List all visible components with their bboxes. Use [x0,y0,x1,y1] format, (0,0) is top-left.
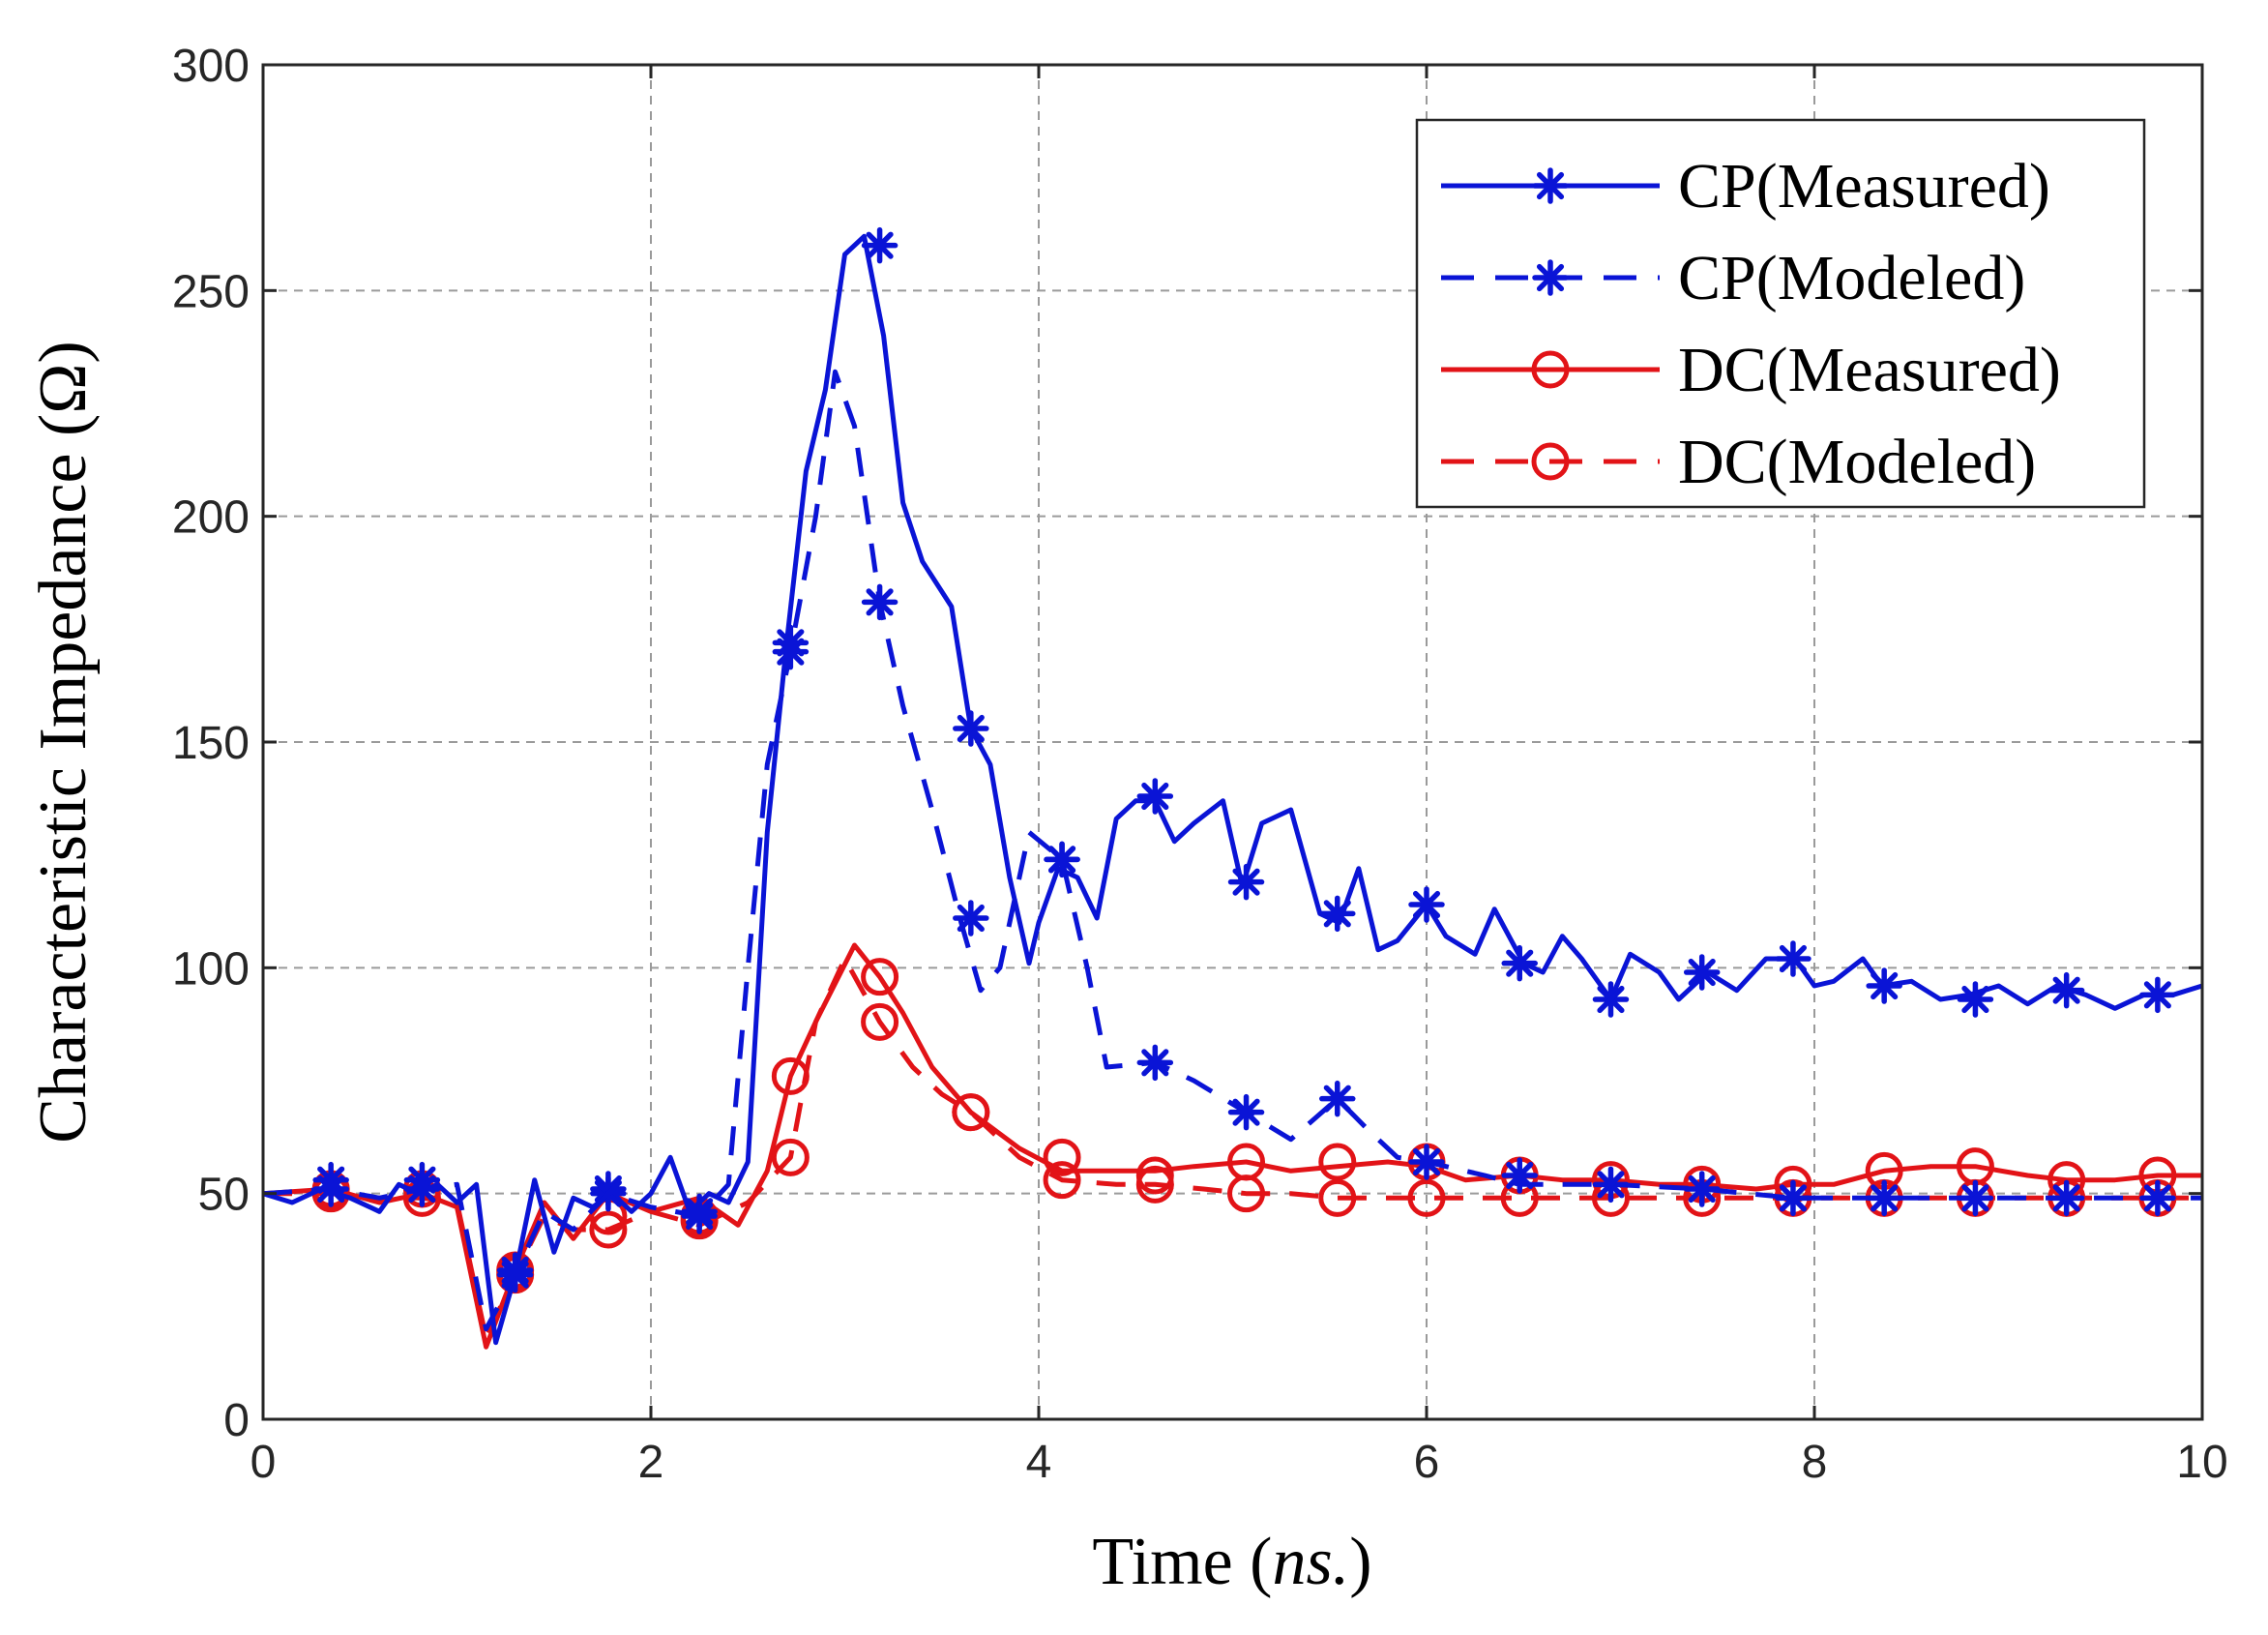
y-tick-label: 250 [172,266,250,317]
legend-marker-sample [1532,167,1569,204]
data-point-cp-modeled [1957,1179,1994,1217]
x-tick-label: 10 [2176,1437,2227,1488]
legend-label: CP(Measured) [1678,151,2050,222]
data-point-cp-modeled [1408,1144,1445,1180]
legend-marker-sample [1531,350,1570,389]
data-point-cp-modeled [953,900,989,936]
series-line-cp-modeled [262,369,2202,1332]
x-axis-label-close: ) [1349,1525,1371,1599]
data-point-dc-modeled [952,1093,990,1132]
data-point-cp-measured [1136,778,1174,815]
data-point-dc-measured [861,958,899,996]
series-cp-measured [262,226,2203,1346]
data-point-cp-measured [1775,940,1811,977]
data-point-cp-modeled [1683,1171,1721,1207]
series-layer [262,226,2203,1350]
data-point-dc-modeled [1043,1161,1081,1200]
legend-label: DC(Measured) [1678,335,2061,405]
data-point-cp-modeled [590,1174,627,1212]
x-tick-label: 0 [250,1437,277,1488]
y-axis-label: Characteristic Impedance (Ω) [26,341,101,1143]
legend-entry-cp-measured: CP(Measured) [1441,151,2050,222]
data-point-cp-measured [1957,981,1994,1018]
data-point-cp-measured [953,710,989,747]
data-point-cp-modeled [1319,1080,1356,1117]
data-point-cp-measured [1592,981,1630,1018]
x-tick-label: 8 [1802,1437,1828,1488]
data-point-cp-measured [861,226,898,264]
x-axis-label: Time (ns.) [1092,1525,1371,1599]
data-point-cp-modeled [1592,1166,1630,1204]
legend-entry-dc-modeled: DC(Modeled) [1441,427,2036,497]
data-point-cp-modeled [861,583,898,621]
data-point-cp-measured [1319,895,1356,933]
data-point-cp-modeled [1501,1157,1538,1194]
data-point-cp-modeled [1227,1093,1265,1131]
data-point-dc-modeled [771,1138,810,1176]
data-point-dc-modeled [1135,1165,1174,1204]
data-point-cp-modeled [772,633,810,670]
data-point-cp-modeled [2139,1179,2176,1217]
data-point-cp-measured [1683,954,1721,991]
x-tick-label: 4 [1026,1437,1052,1488]
legend-entry-cp-modeled: CP(Modeled) [1441,243,2025,313]
data-point-cp-measured [1408,886,1445,923]
data-point-dc-modeled [589,1210,628,1249]
data-point-dc-modeled [861,1002,899,1041]
y-tick-label: 100 [172,943,250,995]
data-point-cp-modeled [1866,1179,1902,1217]
legend-label: CP(Modeled) [1678,243,2025,313]
legend: CP(Measured) CP(Modeled) DC(Measured) DC(Mo… [1415,118,2146,509]
x-axis-label-main: Time ( [1092,1525,1272,1599]
data-point-cp-modeled [1775,1179,1811,1217]
legend-label: DC(Modeled) [1678,427,2036,497]
series-cp-modeled [262,369,2202,1332]
x-axis-label-unit: ns. [1273,1525,1350,1599]
series-line-cp-measured [262,233,2203,1346]
data-point-cp-modeled [1044,841,1080,878]
x-tick-label: 2 [638,1437,664,1488]
series-line-dc-measured [262,942,2202,1350]
x-tick-label: 6 [1414,1437,1440,1488]
y-tick-label: 50 [198,1170,250,1221]
data-point-dc-modeled [1318,1178,1357,1217]
data-point-dc-measured [1318,1143,1357,1181]
data-point-dc-measured [1043,1138,1081,1176]
data-point-cp-measured [2047,971,2085,1009]
data-point-cp-modeled [1136,1044,1174,1082]
y-tick-label: 0 [223,1395,250,1446]
y-tick-label: 150 [172,718,250,769]
data-point-cp-modeled [312,1171,349,1207]
data-point-cp-modeled [681,1198,718,1234]
data-point-cp-modeled [2047,1179,2085,1217]
data-point-cp-modeled [496,1256,534,1293]
data-point-cp-measured [1866,967,1902,1004]
legend-entry-dc-measured: DC(Measured) [1441,335,2061,405]
legend-marker-sample [1532,259,1569,296]
data-point-dc-modeled [1227,1174,1266,1213]
data-point-cp-measured [1501,944,1538,982]
data-point-cp-measured [2139,976,2176,1014]
y-tick-label: 300 [172,41,250,92]
data-point-cp-measured [1227,863,1265,901]
data-point-dc-modeled [1407,1178,1446,1217]
data-point-cp-modeled [403,1171,441,1207]
legend-marker-sample [1531,442,1570,481]
legend-entries: CP(Measured) CP(Modeled) DC(Measured) DC(Mo… [1441,151,2061,497]
y-tick-label: 200 [172,492,250,544]
